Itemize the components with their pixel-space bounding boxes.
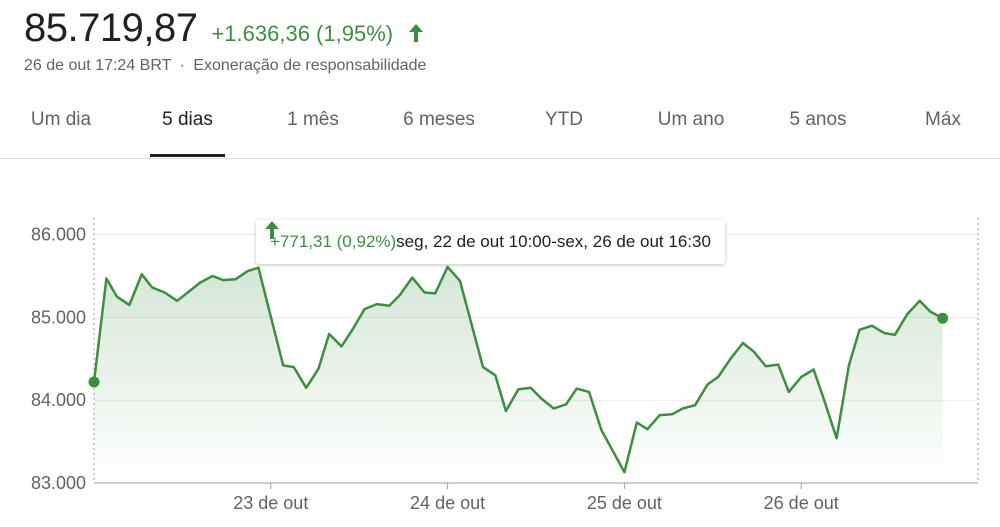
tooltip-change: +771,31 (0,92%) xyxy=(270,232,397,251)
tab-one-year[interactable]: Um ano xyxy=(657,109,725,130)
tab-six-months[interactable]: 6 meses xyxy=(403,109,475,130)
y-tick-label: 84.000 xyxy=(31,390,86,410)
quote-timestamp: 26 de out 17:24 BRT xyxy=(24,57,172,74)
y-tick-label: 85.000 xyxy=(31,307,86,327)
quote-meta: 26 de out 17:24 BRT · Exoneração de resp… xyxy=(24,54,984,78)
price-change-value: +1.636,36 (1,95%) xyxy=(211,21,394,46)
price-chart[interactable]: 83.000 84.000 85.000 86.000 23 de out 24 de o… xyxy=(0,160,1000,527)
y-tick-label: 86.000 xyxy=(31,225,86,245)
range-tabs: Um dia 5 dias 1 mês 6 meses YTD Um ano 5… xyxy=(0,88,1000,159)
price-change: +1.636,36 (1,95%) xyxy=(211,10,425,58)
arrow-up-icon xyxy=(265,221,279,239)
y-tick-label: 83.000 xyxy=(31,473,86,493)
range-tooltip: +771,31 (0,92%) seg, 22 de out 10:00-sex… xyxy=(256,220,725,264)
x-tick-label: 26 de out xyxy=(764,493,839,513)
x-tick-label: 24 de out xyxy=(410,493,485,513)
tab-ytd[interactable]: YTD xyxy=(545,109,583,130)
tab-five-days[interactable]: 5 dias xyxy=(150,88,225,157)
x-tick-label: 23 de out xyxy=(233,493,308,513)
disclaimer-link[interactable]: Exoneração de responsabilidade xyxy=(193,57,427,74)
tab-one-month[interactable]: 1 mês xyxy=(287,109,339,130)
endpoint-marker xyxy=(88,376,100,388)
price-row: 85.719,87 +1.636,36 (1,95%) xyxy=(24,4,984,52)
tooltip-range: seg, 22 de out 10:00-sex, 26 de out 16:3… xyxy=(396,232,711,251)
current-price: 85.719,87 xyxy=(24,6,198,50)
meta-separator: · xyxy=(179,57,185,74)
endpoint-marker xyxy=(937,312,949,324)
tab-five-years[interactable]: 5 anos xyxy=(789,109,847,130)
series-line xyxy=(92,265,944,474)
x-tick-label: 25 de out xyxy=(587,493,662,513)
quote-header: 85.719,87 +1.636,36 (1,95%) 26 de out 17… xyxy=(24,4,984,84)
tab-one-day[interactable]: Um dia xyxy=(30,109,92,130)
arrow-up-icon xyxy=(409,24,424,42)
series-area xyxy=(94,266,943,483)
tab-max[interactable]: Máx xyxy=(925,109,961,130)
chart-svg[interactable]: 83.000 84.000 85.000 86.000 23 de out 24 de o… xyxy=(0,160,1000,527)
